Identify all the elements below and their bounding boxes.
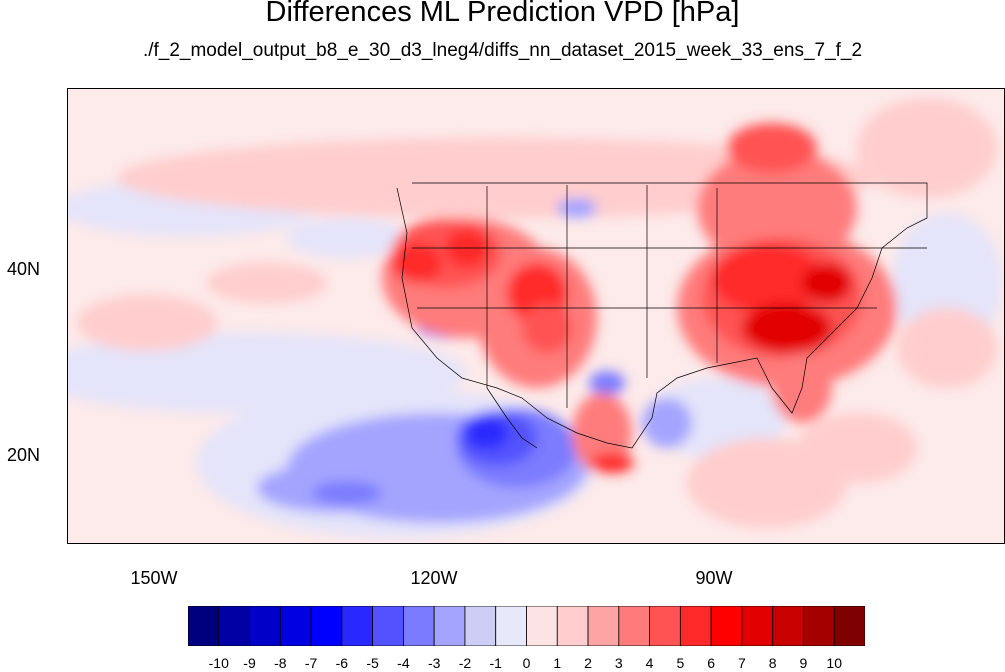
colorbar-swatch xyxy=(249,605,281,647)
map-subtitle: ./f_2_model_output_b8_e_30_d3_lneg4/diff… xyxy=(142,40,863,61)
lat-label-40n: 40N xyxy=(6,259,40,279)
colorbar-tick-label: 7 xyxy=(738,655,746,671)
colorbar-swatch xyxy=(403,605,435,647)
colorbar-tick-label: 9 xyxy=(799,655,808,671)
colorbar-swatch xyxy=(710,605,743,647)
colorbar-tick-label: -10 xyxy=(208,655,229,671)
colorbar-tick-label: 4 xyxy=(645,655,654,671)
colorbar-swatch xyxy=(433,605,466,647)
colorbar-tick-label: -4 xyxy=(397,655,410,671)
colorbar-swatch xyxy=(833,605,866,647)
colorbar-swatch xyxy=(772,605,804,647)
colorbar-tick-label: -3 xyxy=(427,655,441,671)
map-title: Differences ML Prediction VPD [hPa] xyxy=(265,0,740,28)
colorbar-swatch xyxy=(279,605,312,647)
colorbar-tick-label: 5 xyxy=(676,655,685,671)
lon-label-120w: 120W xyxy=(410,568,458,588)
colorbar-swatch xyxy=(464,605,497,647)
colorbar-tick-label: 0 xyxy=(522,655,531,671)
colorbar-tick-label: 10 xyxy=(826,655,842,671)
colorbar-tick-label: 3 xyxy=(614,655,623,671)
colorbar-tick-label: -7 xyxy=(304,655,318,671)
colorbar-tick-label: 8 xyxy=(768,655,777,671)
colorbar-tick-label: -5 xyxy=(366,655,379,671)
lon-label-90w: 90W xyxy=(695,568,733,588)
colorbar-swatch xyxy=(587,605,620,647)
colorbar-tick-label: -9 xyxy=(243,655,256,671)
colorbar-swatch xyxy=(649,605,681,647)
colorbar-tick-label: 2 xyxy=(584,655,592,671)
colorbar-swatch xyxy=(495,605,527,647)
colorbar-swatch xyxy=(310,605,343,647)
colorbar-tick-label: -1 xyxy=(489,655,502,671)
colorbar xyxy=(187,605,866,647)
colorbar-swatch xyxy=(803,605,835,647)
colorbar-swatch xyxy=(556,605,589,647)
colorbar-swatch xyxy=(341,605,374,647)
vpd-difference-map xyxy=(67,88,1005,544)
colorbar-tick-label: 6 xyxy=(707,655,716,671)
colorbar-swatch xyxy=(741,605,774,647)
colorbar-swatch xyxy=(218,605,250,647)
colorbar-tick-label: -8 xyxy=(274,655,287,671)
colorbar-swatch xyxy=(618,605,650,647)
colorbar-swatch xyxy=(187,605,220,647)
colorbar-tick-label: 1 xyxy=(553,655,562,671)
lat-label-20n: 20N xyxy=(6,445,40,465)
colorbar-tick-label: -6 xyxy=(335,655,349,671)
colorbar-swatch xyxy=(679,605,712,647)
lon-label-150w: 150W xyxy=(130,568,178,588)
colorbar-swatch xyxy=(526,605,558,647)
colorbar-tick-label: -2 xyxy=(458,655,472,671)
colorbar-swatch xyxy=(372,605,404,647)
